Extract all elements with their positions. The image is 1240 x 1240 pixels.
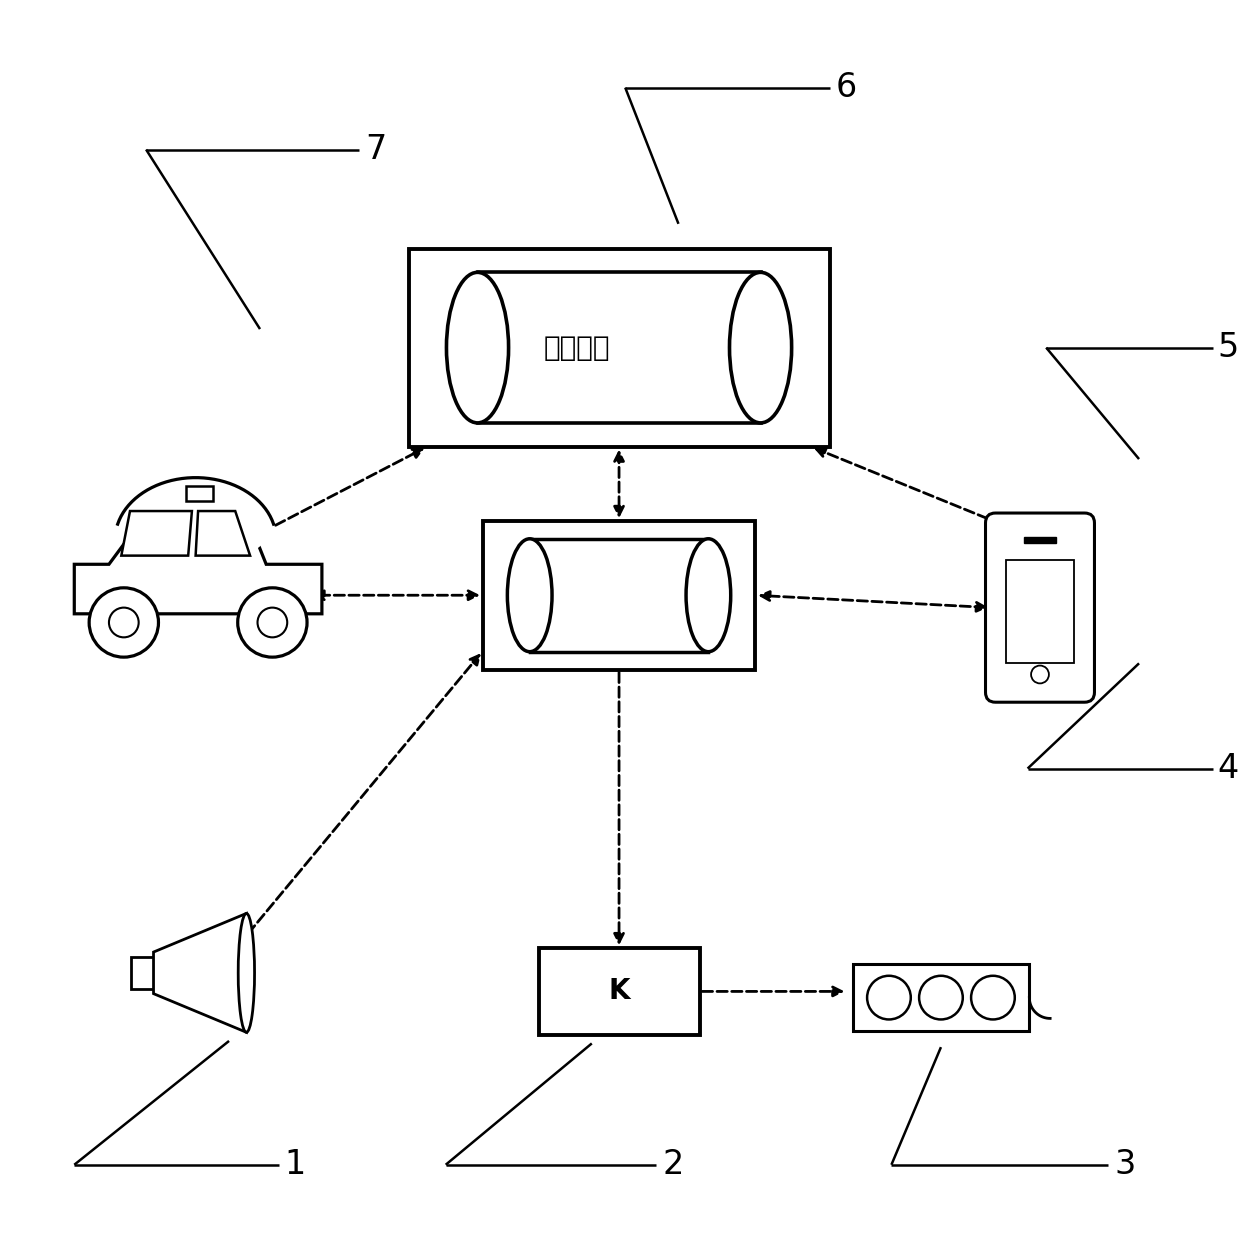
Text: 云端平台: 云端平台 xyxy=(543,334,610,362)
Text: K: K xyxy=(609,977,630,1006)
Circle shape xyxy=(258,608,288,637)
Bar xyxy=(853,963,1029,1032)
Ellipse shape xyxy=(238,914,254,1032)
Text: 6: 6 xyxy=(836,71,857,104)
Circle shape xyxy=(1032,666,1049,683)
Circle shape xyxy=(89,588,159,657)
Circle shape xyxy=(971,976,1014,1019)
Ellipse shape xyxy=(686,539,730,652)
Text: 3: 3 xyxy=(1115,1148,1136,1182)
Text: 5: 5 xyxy=(1216,331,1239,365)
Ellipse shape xyxy=(446,273,508,423)
Text: 2: 2 xyxy=(662,1148,683,1182)
Polygon shape xyxy=(760,273,791,423)
Bar xyxy=(186,486,213,501)
Bar xyxy=(1006,560,1074,663)
Polygon shape xyxy=(529,539,708,652)
Ellipse shape xyxy=(729,273,791,423)
Polygon shape xyxy=(196,511,250,556)
Text: 1: 1 xyxy=(285,1148,306,1182)
Polygon shape xyxy=(154,914,247,1032)
Text: 7: 7 xyxy=(366,133,387,166)
Ellipse shape xyxy=(507,539,552,652)
Bar xyxy=(408,248,830,446)
Polygon shape xyxy=(122,511,192,556)
Ellipse shape xyxy=(115,463,277,568)
Bar xyxy=(538,949,699,1034)
Circle shape xyxy=(109,608,139,637)
Circle shape xyxy=(238,588,308,657)
Polygon shape xyxy=(477,273,760,423)
Bar xyxy=(131,956,154,990)
Text: 4: 4 xyxy=(1216,753,1239,785)
Polygon shape xyxy=(74,502,322,614)
Circle shape xyxy=(919,976,962,1019)
Bar xyxy=(482,521,755,670)
FancyBboxPatch shape xyxy=(986,513,1095,702)
Bar xyxy=(1024,537,1056,543)
Polygon shape xyxy=(708,539,730,652)
Circle shape xyxy=(867,976,911,1019)
